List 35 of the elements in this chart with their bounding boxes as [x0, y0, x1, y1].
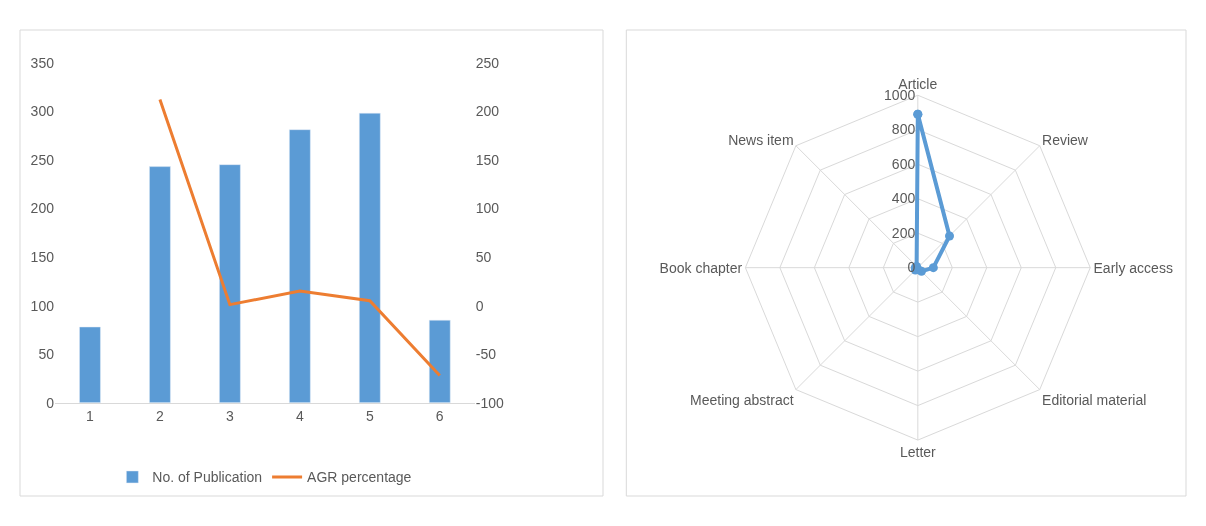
y2-tick-label: 100 [475, 200, 500, 217]
x-tick-label: 1 [86, 407, 95, 424]
y-tick-label: 350 [30, 54, 55, 71]
y-tick-label: 200 [891, 224, 916, 241]
y-tick-label: 0 [46, 394, 55, 411]
spoke-label: Letter [899, 444, 937, 461]
y-tick-label: 600 [891, 155, 916, 172]
x-tick-label: 4 [295, 407, 304, 424]
spoke-label: Early access [1093, 259, 1173, 276]
x-tick-label: 3 [225, 407, 234, 424]
y-tick-label: 800 [891, 121, 916, 138]
y-tick-label: 200 [30, 200, 55, 217]
y-tick-label: 100 [30, 297, 55, 314]
spoke-label: News item [728, 131, 794, 148]
y-tick-label: 150 [30, 248, 55, 265]
y2-tick-label: 200 [475, 103, 500, 120]
spoke-label: Review [1042, 131, 1089, 148]
y2-tick-label: 150 [475, 151, 500, 168]
x-tick-label: 2 [156, 407, 165, 424]
x-tick-label: 6 [435, 407, 444, 424]
y-tick-label: 300 [30, 103, 55, 120]
y-tick-label: 50 [38, 346, 55, 363]
spoke-label: Meeting abstract [690, 392, 794, 409]
legend-label: No. of Publication [152, 469, 263, 486]
y2-tick-label: 0 [475, 297, 484, 314]
x-tick-label: 5 [365, 407, 374, 424]
y2-tick-label: 250 [475, 54, 500, 71]
y2-tick-label: -50 [475, 346, 497, 363]
y-tick-label: 400 [891, 190, 916, 207]
y2-tick-label: -100 [475, 394, 504, 411]
spoke-label: Editorial material [1042, 392, 1147, 409]
spoke-label: Book chapter [659, 259, 743, 276]
y2-tick-label: 50 [475, 248, 492, 265]
legend-label: AGR percentage [307, 469, 412, 486]
y-tick-label: 250 [30, 151, 55, 168]
